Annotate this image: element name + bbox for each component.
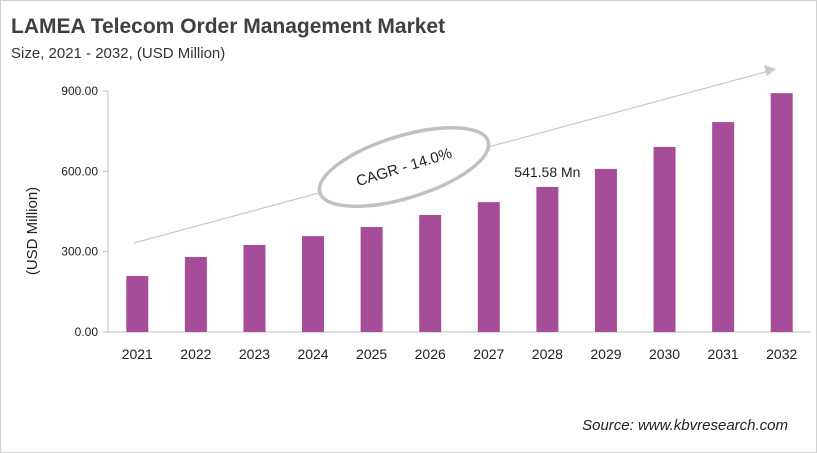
bar-2023 bbox=[243, 244, 266, 332]
x-tick-label: 2024 bbox=[297, 346, 328, 362]
x-tick-label: 2027 bbox=[473, 346, 504, 362]
x-tick-label: 2022 bbox=[180, 346, 211, 362]
bar-2021 bbox=[126, 276, 149, 332]
y-tick-label: 900.00 bbox=[61, 84, 98, 98]
chart-subtitle: Size, 2021 - 2032, (USD Million) bbox=[11, 45, 226, 62]
y-tick-label: 600.00 bbox=[61, 164, 98, 178]
x-tick-label: 2021 bbox=[122, 346, 153, 362]
y-axis-label: (USD Million) bbox=[24, 187, 41, 275]
x-tick-label: 2026 bbox=[415, 346, 446, 362]
bar-2025 bbox=[360, 227, 383, 332]
cagr-ellipse bbox=[317, 125, 491, 209]
x-tick-label: 2032 bbox=[766, 346, 797, 362]
bar-2032 bbox=[770, 93, 793, 333]
x-tick-label: 2029 bbox=[590, 346, 621, 362]
chart-title: LAMEA Telecom Order Management Market bbox=[11, 15, 446, 38]
bar-2022 bbox=[184, 257, 207, 332]
bar-2028 bbox=[536, 186, 559, 332]
y-tick-label: 0.00 bbox=[75, 325, 99, 339]
bar-2024 bbox=[302, 236, 325, 332]
x-tick-label: 2030 bbox=[649, 346, 680, 362]
y-tick-label: 300.00 bbox=[61, 245, 98, 259]
x-tick-label: 2028 bbox=[532, 346, 563, 362]
bar-2027 bbox=[477, 202, 500, 332]
bar-2031 bbox=[712, 122, 735, 332]
bar-2030 bbox=[653, 146, 676, 332]
bar-2029 bbox=[594, 168, 617, 332]
x-tick-label: 2031 bbox=[708, 346, 739, 362]
source-note: Source: www.kbvresearch.com bbox=[582, 417, 788, 434]
bar-2026 bbox=[419, 214, 442, 332]
bar-value-label: 541.58 Mn bbox=[514, 164, 580, 180]
x-tick-label: 2025 bbox=[356, 346, 387, 362]
trend-arrowhead bbox=[764, 65, 776, 76]
x-tick-label: 2023 bbox=[239, 346, 270, 362]
